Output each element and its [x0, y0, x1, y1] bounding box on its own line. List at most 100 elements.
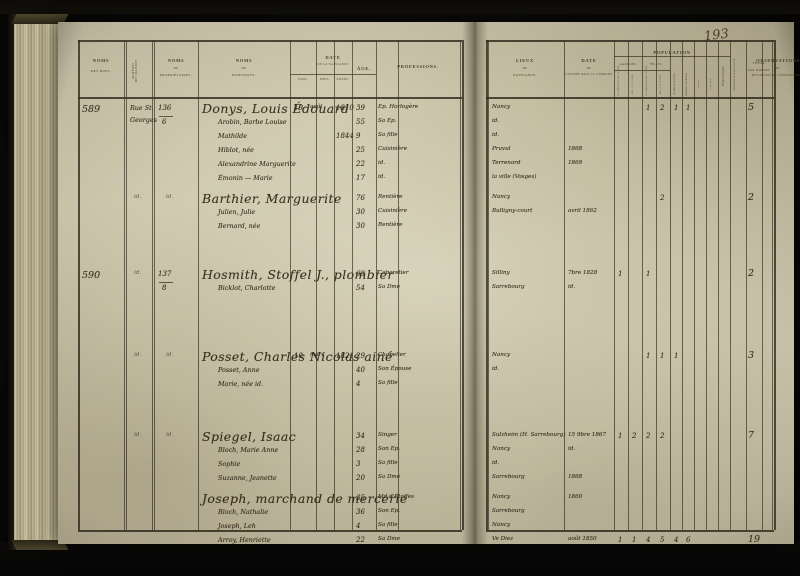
inhabitant-name: Suzanne, Jeanette — [218, 474, 277, 482]
header-population: POPULATION — [653, 50, 691, 55]
inhabitant-birthplace: Nancy — [492, 352, 511, 358]
inhabitant-name: Posset, Charles Nicolas ainé — [202, 349, 393, 364]
column-rule — [628, 40, 629, 530]
inhabitant-birthplace: id. — [492, 132, 500, 138]
inhabitant-age: 4 — [356, 380, 361, 388]
book-page-edges — [14, 17, 62, 547]
inhabitant-birthplace: Silliny — [492, 270, 510, 276]
population-count: 1 — [674, 104, 679, 112]
inhabitant-name: Arroy, Henriette — [218, 536, 271, 544]
inhabitant-birthplace: Nancy — [492, 104, 511, 110]
population-count: 1 — [646, 352, 651, 360]
column-rule — [682, 40, 683, 530]
inhabitant-profession: Son Ep. — [378, 446, 401, 452]
column-rule — [718, 40, 719, 530]
commune-entry-date: 1868 — [568, 146, 583, 152]
inhabitant-name: Joseph, Leh — [218, 522, 256, 530]
desk-surface-bottom — [0, 542, 800, 576]
inhabitant-birthplace: Ve Diez — [492, 536, 514, 542]
header-date-jour: Jour. — [298, 77, 308, 81]
population-count: 1 — [618, 536, 623, 544]
entry-house-number: 136 — [158, 104, 172, 112]
inhabitant-age: 4 — [356, 522, 361, 530]
open-page-spread: NOMS DES RUES. NUMÉROS DES MAISONS NOMS DE PRO… — [58, 22, 800, 545]
inhabitant-profession: Sa fille — [378, 522, 398, 528]
header-pop-3: De 16 à 21 ans — [660, 74, 662, 94]
inhabitant-age: 36 — [356, 508, 365, 516]
header-date-naissance: DATE DE LA NAISSANCE — [317, 55, 349, 67]
inhabitant-age: 39 — [356, 104, 365, 112]
entry-house-number: id. — [166, 432, 174, 438]
house-number-divider — [159, 116, 173, 117]
population-count: 5 — [660, 536, 665, 544]
header-age: ÂGE. — [357, 66, 371, 71]
header-date-mois: Mois. — [320, 77, 330, 81]
inhabitant-profession: Md d'Étoffes — [378, 494, 415, 500]
inhabitant-age: 22 — [356, 160, 365, 168]
header-nombre-habitants: NOMBRE D'HABITANTS — [733, 58, 736, 92]
inhabitant-name: Spiegel, Isaac — [202, 429, 297, 444]
population-count: 2 — [660, 104, 665, 112]
inhabitant-birthplace: Terrenard — [492, 160, 521, 166]
header-pop-2: Au-dessous de 16 ans — [646, 65, 648, 96]
column-rule — [670, 40, 671, 530]
column-rule — [316, 40, 317, 530]
column-rule — [706, 40, 707, 530]
column-rule — [124, 40, 125, 530]
inhabitant-birthplace: id. — [492, 366, 500, 372]
commune-entry-date: 1860 — [568, 494, 583, 500]
row-rule — [486, 97, 774, 99]
inhabitant-profession: Singer — [378, 432, 397, 438]
inhabitant-name: Arobin, Barbe Louise — [218, 118, 287, 126]
inhabitant-name: Posset, Anne — [218, 366, 260, 374]
inhabitant-age: 25 — [356, 146, 365, 154]
inhabitant-profession: Sa Dme — [378, 474, 401, 480]
column-rule — [154, 40, 155, 530]
inhabitant-age: 20 — [356, 474, 365, 482]
header-pop-4: Hommes mariés — [674, 72, 676, 96]
birth-day: 10 — [294, 352, 303, 360]
entry-house-number-2: 6 — [162, 118, 167, 126]
entry-house-number: id. — [166, 194, 174, 200]
inhabitant-age: 55 — [356, 118, 365, 126]
entry-house-number: id. — [166, 352, 174, 358]
inhabitant-birthplace: Nancy — [492, 446, 511, 452]
population-count: 1 — [618, 432, 623, 440]
column-rule — [398, 40, 399, 530]
entry-street-name: id. — [134, 270, 142, 276]
inhabitant-name: Alexandrine Marguerite — [218, 160, 296, 168]
population-count: 6 — [686, 536, 691, 544]
house-total: 3 — [748, 350, 755, 361]
birth-month: mars — [310, 352, 325, 358]
row-rule — [290, 74, 376, 75]
inhabitant-profession: id. — [378, 160, 386, 166]
inhabitant-name: Mathilde — [218, 132, 247, 140]
inhabitant-name: Sophie — [218, 460, 241, 468]
inhabitant-birthplace: Sarrebourg — [492, 508, 525, 514]
row-rule — [614, 56, 730, 57]
inhabitant-name: Hosmith, Stoffel J., plombier — [202, 267, 394, 282]
inhabitant-profession: Sa fille — [378, 460, 398, 466]
inhabitant-age: 35 — [356, 494, 365, 502]
inhabitant-birthplace: id. — [492, 118, 500, 124]
population-count: 1 — [618, 270, 623, 278]
inhabitant-name: Émonin — Marie — [218, 174, 273, 182]
inhabitant-age: 34 — [356, 432, 365, 440]
entry-house-number-2: 8 — [162, 284, 167, 292]
inhabitant-birthplace: Sarrebourg — [492, 284, 525, 290]
header-pop-6: Veufs — [698, 79, 700, 89]
column-rule — [730, 40, 731, 530]
entry-street-name: id. — [134, 432, 142, 438]
house-total: 19 — [748, 534, 761, 545]
inhabitant-profession: Sa Dme — [378, 536, 401, 542]
entry-street-name: id. — [134, 352, 142, 358]
population-count: 1 — [686, 104, 691, 112]
entry-order-number: 589 — [82, 104, 101, 115]
commune-entry-date: 15 9bre 1867 — [568, 432, 607, 438]
inhabitant-profession: Chapelier — [378, 352, 406, 358]
row-rule — [78, 530, 462, 532]
commune-entry-date: id. — [568, 446, 576, 452]
inhabitant-age: 29 — [356, 352, 365, 360]
inhabitant-profession: Cabaretier — [378, 270, 409, 276]
inhabitant-profession: Sa Dme — [378, 284, 401, 290]
